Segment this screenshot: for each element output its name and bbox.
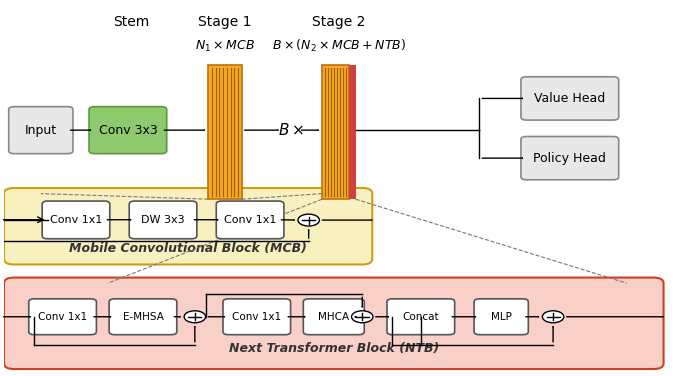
- FancyBboxPatch shape: [387, 299, 455, 335]
- Text: Mobile Convolutional Block (MCB): Mobile Convolutional Block (MCB): [70, 242, 307, 255]
- Text: Stem: Stem: [113, 15, 149, 29]
- FancyBboxPatch shape: [4, 188, 373, 264]
- FancyBboxPatch shape: [109, 299, 177, 335]
- Text: Conv 1x1: Conv 1x1: [38, 312, 87, 322]
- Circle shape: [298, 214, 319, 226]
- FancyBboxPatch shape: [521, 136, 619, 180]
- Text: DW 3x3: DW 3x3: [141, 215, 185, 225]
- Text: Stage 1: Stage 1: [198, 15, 252, 29]
- Text: Input: Input: [25, 124, 57, 136]
- FancyBboxPatch shape: [89, 107, 167, 154]
- Text: Conv 3x3: Conv 3x3: [99, 124, 157, 136]
- Text: $B\times$: $B\times$: [277, 122, 304, 138]
- FancyBboxPatch shape: [216, 201, 284, 239]
- Text: $B \times (N_2 \times MCB + NTB)$: $B \times (N_2 \times MCB + NTB)$: [272, 38, 406, 54]
- Text: Policy Head: Policy Head: [533, 152, 606, 165]
- FancyBboxPatch shape: [223, 299, 291, 335]
- Circle shape: [352, 311, 373, 323]
- FancyBboxPatch shape: [4, 277, 664, 369]
- FancyBboxPatch shape: [42, 201, 110, 239]
- FancyBboxPatch shape: [322, 65, 349, 199]
- Text: Conv 1x1: Conv 1x1: [232, 312, 281, 322]
- FancyBboxPatch shape: [29, 299, 97, 335]
- FancyBboxPatch shape: [521, 77, 619, 120]
- Text: Concat: Concat: [402, 312, 439, 322]
- FancyBboxPatch shape: [129, 201, 197, 239]
- Circle shape: [543, 311, 564, 323]
- Text: Conv 1x1: Conv 1x1: [50, 215, 102, 225]
- Text: MLP: MLP: [491, 312, 512, 322]
- FancyBboxPatch shape: [474, 299, 529, 335]
- Text: Stage 2: Stage 2: [312, 15, 365, 29]
- Text: Next Transformer Block (NTB): Next Transformer Block (NTB): [229, 342, 439, 355]
- FancyBboxPatch shape: [303, 299, 364, 335]
- Circle shape: [184, 311, 206, 323]
- Text: $N_1 \times MCB$: $N_1 \times MCB$: [195, 39, 255, 54]
- Text: MHCA: MHCA: [318, 312, 350, 322]
- Text: E-MHSA: E-MHSA: [122, 312, 163, 322]
- Text: Value Head: Value Head: [534, 92, 605, 105]
- FancyBboxPatch shape: [9, 107, 73, 154]
- Text: Conv 1x1: Conv 1x1: [224, 215, 276, 225]
- FancyBboxPatch shape: [349, 65, 356, 199]
- FancyBboxPatch shape: [208, 65, 242, 199]
